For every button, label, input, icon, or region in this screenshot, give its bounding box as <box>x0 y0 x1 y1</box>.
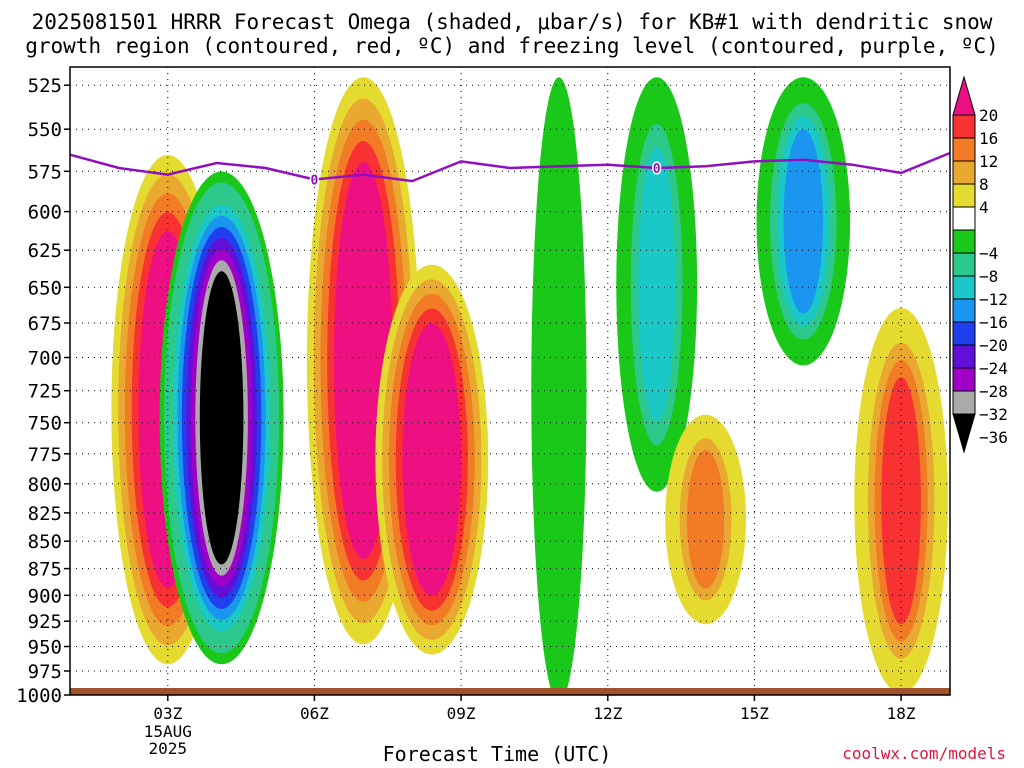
ground-strip <box>70 688 950 695</box>
credit-label: coolwx.com/models <box>842 744 1006 763</box>
y-tick-label-900: 900 <box>28 585 62 607</box>
y-tick-label-525: 525 <box>28 75 62 97</box>
colorbar-label-3: 8 <box>979 175 989 194</box>
omega-contour-5-3 <box>638 147 676 422</box>
omega-contour-7-3 <box>687 450 725 589</box>
plot-frame <box>69 66 951 696</box>
omega-contour-1-9 <box>199 271 244 565</box>
x-tick-label-18Z: 18Z <box>887 704 916 723</box>
colorbar-label-7: −12 <box>979 290 1008 309</box>
colorbar-label-0: 20 <box>979 106 998 125</box>
x-tick-label-09Z: 09Z <box>447 704 476 723</box>
colorbar-segment-2 <box>952 137 976 162</box>
y-tick-label-875: 875 <box>28 559 62 581</box>
y-tick-label-725: 725 <box>28 381 62 403</box>
colorbar: 20 16 12 8 4 −4 −8 −12 −16 −20 −24 −28 −32 −36 <box>952 75 1008 454</box>
x-tick-label-12Z: 12Z <box>593 704 622 723</box>
y-axis: 525 550 575 600 625 650 675 700 725 750 775 800 825 8… <box>16 75 70 707</box>
omega-field <box>111 77 948 695</box>
chart-title-line2: growth region (contoured, red, ºC) and f… <box>25 34 999 58</box>
colorbar-label-12: −32 <box>979 405 1008 424</box>
freezing-level-line: 00 <box>69 151 951 190</box>
colorbar-segment-1 <box>952 114 976 139</box>
y-tick-label-675: 675 <box>28 313 62 335</box>
colorbar-segment-4 <box>952 183 976 208</box>
colorbar-label-10: −24 <box>979 359 1008 378</box>
y-tick-label-550: 550 <box>28 119 62 141</box>
colorbar-label-4: 4 <box>979 198 989 217</box>
y-tick-label-825: 825 <box>28 503 62 525</box>
x-tick-label-15Z: 15Z <box>740 704 769 723</box>
freezing-level-label-1: 0 <box>653 162 661 177</box>
x-date-label-1: 2025 <box>149 739 188 758</box>
colorbar-label-13: −36 <box>979 428 1008 447</box>
y-tick-label-1000: 1000 <box>16 685 62 707</box>
colorbar-segment-13 <box>952 390 976 415</box>
omega-contour-8-4 <box>881 377 921 625</box>
colorbar-label-6: −8 <box>979 267 998 286</box>
x-axis-title: Forecast Time (UTC) <box>382 742 612 766</box>
colorbar-segment-5 <box>952 206 976 231</box>
x-date-label-0: 15AUG <box>144 722 192 741</box>
x-tick-label-03Z: 03Z <box>153 704 182 723</box>
colorbar-segment-6 <box>952 229 976 254</box>
colorbar-segment-10 <box>952 321 976 346</box>
y-tick-label-850: 850 <box>28 531 62 553</box>
omega-contour-3-5 <box>409 337 455 582</box>
y-tick-label-800: 800 <box>28 474 62 496</box>
colorbar-segment-9 <box>952 298 976 323</box>
y-tick-label-700: 700 <box>28 348 62 370</box>
chart-title-line1: 2025081501 HRRR Forecast Omega (shaded, … <box>31 10 993 34</box>
freezing-level-label-0: 0 <box>310 174 318 189</box>
colorbar-segment-8 <box>952 275 976 300</box>
x-tick-label-06Z: 06Z <box>300 704 329 723</box>
colorbar-label-1: 16 <box>979 129 998 148</box>
colorbar-label-11: −28 <box>979 382 1008 401</box>
y-tick-label-625: 625 <box>28 240 62 262</box>
colorbar-label-9: −20 <box>979 336 1008 355</box>
colorbar-label-8: −16 <box>979 313 1008 332</box>
y-tick-label-650: 650 <box>28 277 62 299</box>
colorbar-segment-11 <box>952 344 976 369</box>
y-tick-label-950: 950 <box>28 637 62 659</box>
colorbar-segment-3 <box>952 160 976 185</box>
y-tick-label-775: 775 <box>28 444 62 466</box>
colorbar-label-2: 12 <box>979 152 998 171</box>
colorbar-segment-7 <box>952 252 976 277</box>
colorbar-bottom-triangle <box>952 413 976 454</box>
y-tick-label-600: 600 <box>28 202 62 224</box>
colorbar-label-5: −4 <box>979 244 998 263</box>
colorbar-segment-12 <box>952 367 976 392</box>
y-tick-label-975: 975 <box>28 661 62 683</box>
omega-contour-6-4 <box>783 129 824 314</box>
freezing-level-contour <box>69 151 951 183</box>
y-tick-label-575: 575 <box>28 161 62 183</box>
omega-contour-2-5 <box>340 183 386 539</box>
colorbar-top-triangle <box>952 75 976 116</box>
y-tick-label-925: 925 <box>28 611 62 633</box>
omega-contour-4-1 <box>541 147 577 633</box>
y-tick-label-750: 750 <box>28 413 62 435</box>
